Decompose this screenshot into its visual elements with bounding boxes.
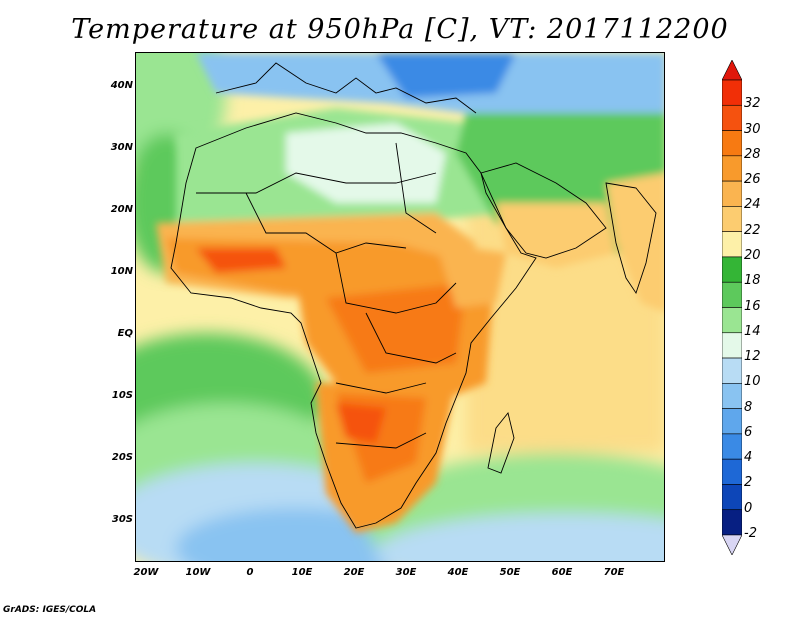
colorbar-label: 16	[744, 298, 761, 314]
colorbar-swatch	[722, 155, 742, 182]
colorbar-swatch	[722, 79, 742, 106]
lon-label-20w: 20W	[133, 567, 159, 578]
lat-label-20n: 20N	[110, 204, 133, 215]
colorbar	[722, 60, 742, 555]
colorbar-label: 10	[744, 374, 761, 390]
map-canvas	[136, 53, 664, 561]
colorbar-label: 30	[744, 121, 761, 137]
colorbar-swatch	[722, 180, 742, 207]
colorbar-label: 2	[744, 475, 753, 491]
colorbar-swatch	[722, 206, 742, 232]
colorbar-bottom-arrow	[722, 534, 742, 555]
lat-label-10s: 10S	[111, 390, 133, 401]
colorbar-label: -2	[744, 526, 757, 541]
colorbar-swatch	[722, 408, 742, 435]
colorbar-swatch	[722, 357, 742, 384]
colorbar-label: 12	[744, 349, 761, 365]
lon-label-10w: 10W	[185, 567, 211, 578]
footer-credit: GrADS: IGES/COLA	[3, 605, 97, 615]
colorbar-swatch	[722, 307, 742, 334]
colorbar-label: 28	[744, 146, 761, 162]
colorbar-label: 26	[744, 172, 761, 188]
land-temperature-field	[156, 53, 664, 533]
lat-label-30s: 30S	[111, 514, 133, 525]
colorbar-label: 32	[744, 96, 761, 112]
lat-label-30n: 30N	[110, 142, 133, 153]
colorbar-swatch	[722, 332, 742, 359]
colorbar-swatch	[722, 104, 742, 131]
colorbar-label: 4	[744, 450, 753, 466]
colorbar-swatch	[722, 231, 742, 258]
lon-label-0: 0	[246, 567, 254, 578]
lon-label-30e: 30E	[395, 567, 417, 578]
colorbar-swatch	[722, 281, 742, 308]
lon-label-70e: 70E	[603, 567, 625, 578]
colorbar-label: 14	[744, 323, 761, 339]
lon-label-20e: 20E	[343, 567, 365, 578]
colorbar-label: 20	[744, 247, 761, 263]
lon-label-50e: 50E	[499, 567, 521, 578]
lat-label-40n: 40N	[110, 80, 133, 91]
coastlines	[170, 62, 657, 529]
colorbar-label: 24	[744, 197, 761, 213]
colorbar-top-arrow	[722, 60, 742, 81]
colorbar-swatch	[722, 458, 742, 485]
lon-label-60e: 60E	[551, 567, 573, 578]
colorbar-label: 22	[744, 222, 761, 238]
colorbar-swatch	[722, 130, 742, 157]
lat-label-20s: 20S	[111, 452, 133, 463]
colorbar-swatch	[722, 256, 742, 283]
colorbar-label: 18	[744, 273, 761, 289]
lat-label-eq: EQ	[117, 328, 133, 339]
map-title: Temperature at 950hPa [C], VT: 201711220…	[71, 14, 729, 45]
colorbar-label: 0	[744, 500, 753, 516]
colorbar-swatch	[722, 383, 742, 409]
lat-label-10n: 10N	[110, 266, 133, 277]
lon-label-10e: 10E	[291, 567, 313, 578]
colorbar-swatch	[722, 484, 742, 511]
colorbar-label: 8	[744, 399, 753, 415]
temperature-map	[135, 52, 665, 562]
colorbar-label: 6	[744, 424, 753, 440]
colorbar-swatch	[722, 509, 742, 536]
colorbar-swatch	[722, 433, 742, 460]
lon-label-40e: 40E	[447, 567, 469, 578]
